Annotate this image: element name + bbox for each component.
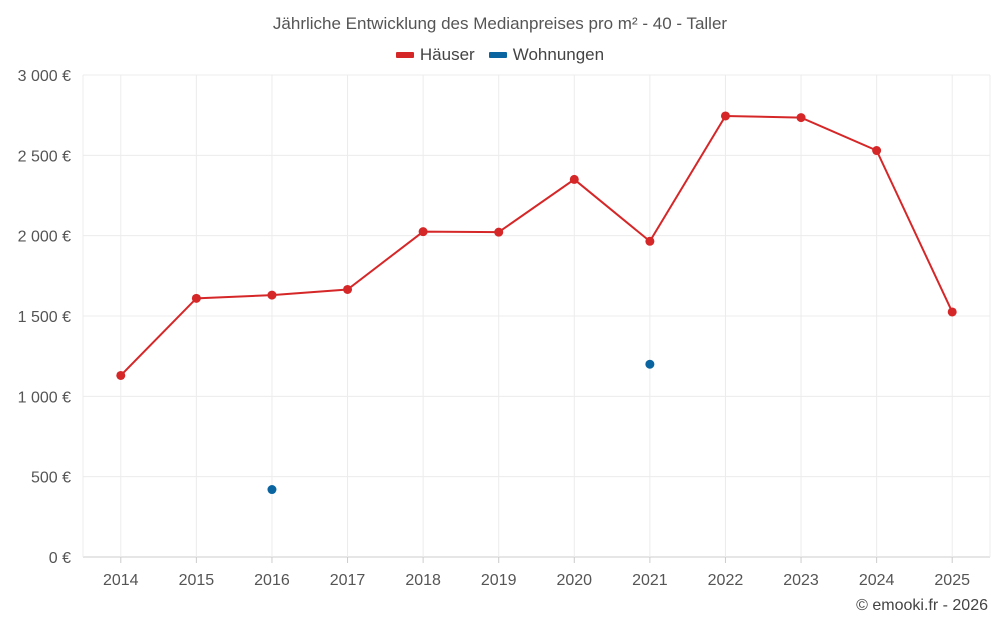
data-point-h-user-2018 bbox=[418, 227, 428, 237]
data-point-h-user-2016 bbox=[267, 290, 277, 300]
x-tick-label: 2023 bbox=[783, 572, 819, 589]
y-tick-label: 2 000 € bbox=[18, 229, 71, 246]
x-tick-label: 2015 bbox=[179, 572, 215, 589]
y-tick-label: 0 € bbox=[49, 550, 71, 567]
legend-label-haeuser: Häuser bbox=[419, 45, 475, 64]
data-point-h-user-2017 bbox=[343, 284, 353, 294]
data-point-h-user-2024 bbox=[872, 146, 882, 156]
y-tick-label: 1 500 € bbox=[18, 309, 71, 326]
x-tick-label: 2017 bbox=[330, 572, 366, 589]
legend: Häuser Wohnungen bbox=[0, 45, 1000, 65]
x-tick-label: 2025 bbox=[934, 572, 970, 589]
legend-swatch-haeuser bbox=[395, 52, 414, 58]
data-point-h-user-2021 bbox=[645, 236, 655, 246]
x-tick-label: 2014 bbox=[103, 572, 139, 589]
legend-item-wohnungen[interactable]: Wohnungen bbox=[488, 45, 605, 65]
legend-swatch-wohnungen bbox=[488, 52, 507, 58]
credit: © emooki.fr - 2026 bbox=[856, 597, 988, 614]
x-tick-label: 2022 bbox=[708, 572, 744, 589]
x-tick-label: 2021 bbox=[632, 572, 668, 589]
data-point-h-user-2023 bbox=[796, 113, 806, 123]
legend-label-wohnungen: Wohnungen bbox=[512, 45, 605, 64]
x-tick-label: 2024 bbox=[859, 572, 895, 589]
data-point-wohnungen-2016 bbox=[267, 485, 277, 495]
data-point-h-user-2015 bbox=[191, 293, 201, 303]
x-tick-label: 2020 bbox=[556, 572, 592, 589]
data-point-h-user-2025 bbox=[947, 307, 957, 317]
data-point-h-user-2014 bbox=[116, 370, 126, 380]
y-tick-label: 3 000 € bbox=[18, 68, 71, 85]
series-line-h-user bbox=[120, 114, 954, 377]
data-point-h-user-2020 bbox=[569, 174, 579, 184]
x-tick-label: 2019 bbox=[481, 572, 517, 589]
data-point-h-user-2022 bbox=[720, 111, 730, 121]
data-point-wohnungen-2021 bbox=[645, 359, 655, 369]
chart-title: Jährliche Entwicklung des Medianpreises … bbox=[272, 14, 728, 33]
y-tick-label: 1 000 € bbox=[18, 389, 71, 406]
x-tick-label: 2016 bbox=[254, 572, 290, 589]
x-tick-label: 2018 bbox=[405, 572, 441, 589]
data-point-h-user-2019 bbox=[494, 227, 504, 237]
legend-item-haeuser[interactable]: Häuser bbox=[395, 45, 475, 65]
y-tick-label: 500 € bbox=[31, 470, 71, 487]
y-tick-label: 2 500 € bbox=[18, 148, 71, 165]
